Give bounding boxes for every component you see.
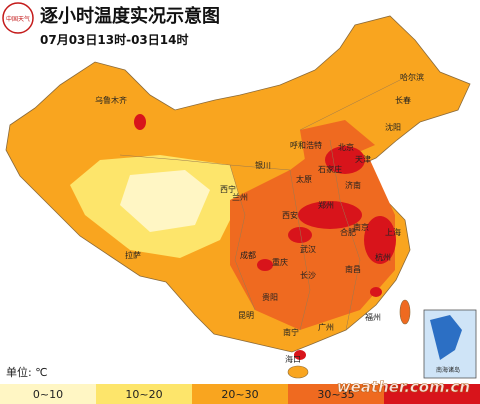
hot-spot <box>364 216 396 264</box>
city-label: 福州 <box>365 313 381 322</box>
city-label: 上海 <box>385 227 401 237</box>
border <box>299 79 401 131</box>
border <box>329 139 361 331</box>
watermark: weather.com.cn <box>337 378 470 396</box>
city-label: 昆明 <box>238 311 254 320</box>
city-label: 兰州 <box>232 192 248 202</box>
city-label: 南昌 <box>345 264 361 274</box>
hottest-regions <box>134 114 396 360</box>
cool-region <box>120 170 210 232</box>
border <box>119 154 291 171</box>
city-label: 海口 <box>285 354 301 364</box>
city-label: 天津 <box>355 154 371 164</box>
city-label: 太原 <box>296 174 312 184</box>
hot-spot <box>370 287 382 297</box>
city-label: 广州 <box>318 322 334 332</box>
city-label: 石家庄 <box>318 164 342 174</box>
unit-label: 单位: ℃ <box>6 365 48 379</box>
city-label: 哈尔滨 <box>400 72 424 82</box>
hot-spot <box>134 114 146 130</box>
hot-spot <box>257 259 273 271</box>
city-label: 北京 <box>338 142 354 152</box>
legend: 0~10 10~20 20~30 30~35 <box>0 384 480 404</box>
island <box>287 365 309 379</box>
city-label: 南京 <box>353 222 369 232</box>
title: 逐小时温度实况示意图 <box>40 5 220 27</box>
city-label: 合肥 <box>340 227 356 237</box>
subtitle: 07月03日13时-03日14时 <box>40 32 188 47</box>
legend-label: 0~10 <box>33 388 63 401</box>
border <box>229 164 256 311</box>
city-label: 西宁 <box>220 184 236 194</box>
logo-text: 中国天气 <box>6 15 30 23</box>
legend-swatch <box>384 384 480 404</box>
city-label: 银川 <box>255 160 271 170</box>
city-label: 长沙 <box>300 270 316 280</box>
hot-spot <box>288 227 312 243</box>
city-label: 郑州 <box>318 200 334 210</box>
city-label: 乌鲁木齐 <box>95 95 127 105</box>
legend-label: 30~35 <box>317 388 354 401</box>
city-label: 沈阳 <box>385 122 401 132</box>
city-label: 杭州 <box>375 252 391 262</box>
legend-label: 10~20 <box>125 388 162 401</box>
city-label: 呼和浩特 <box>290 140 322 150</box>
city-label: 重庆 <box>272 257 288 267</box>
legend-swatch <box>288 384 384 404</box>
logo <box>2 2 34 34</box>
city-label: 济南 <box>345 180 361 190</box>
city-label: 贵阳 <box>262 292 278 302</box>
legend-swatch <box>0 384 96 404</box>
city-label: 长春 <box>395 95 411 105</box>
legend-swatch <box>96 384 192 404</box>
legend-label: 20~30 <box>221 388 258 401</box>
inset-label: 南海诸岛 <box>436 366 460 374</box>
border <box>289 169 311 331</box>
province-borders <box>119 79 401 331</box>
hot-spot <box>298 201 362 229</box>
legend-swatch <box>192 384 288 404</box>
city-label: 拉萨 <box>125 250 141 260</box>
city-label: 成都 <box>240 250 256 260</box>
city-label: 南宁 <box>283 327 299 337</box>
hot-region <box>230 140 395 330</box>
inset-sea <box>430 315 462 360</box>
hot-spot <box>294 350 306 360</box>
hot-spot <box>325 146 365 174</box>
island <box>399 299 411 325</box>
city-label: 西安 <box>282 210 298 220</box>
city-label: 武汉 <box>300 244 316 254</box>
